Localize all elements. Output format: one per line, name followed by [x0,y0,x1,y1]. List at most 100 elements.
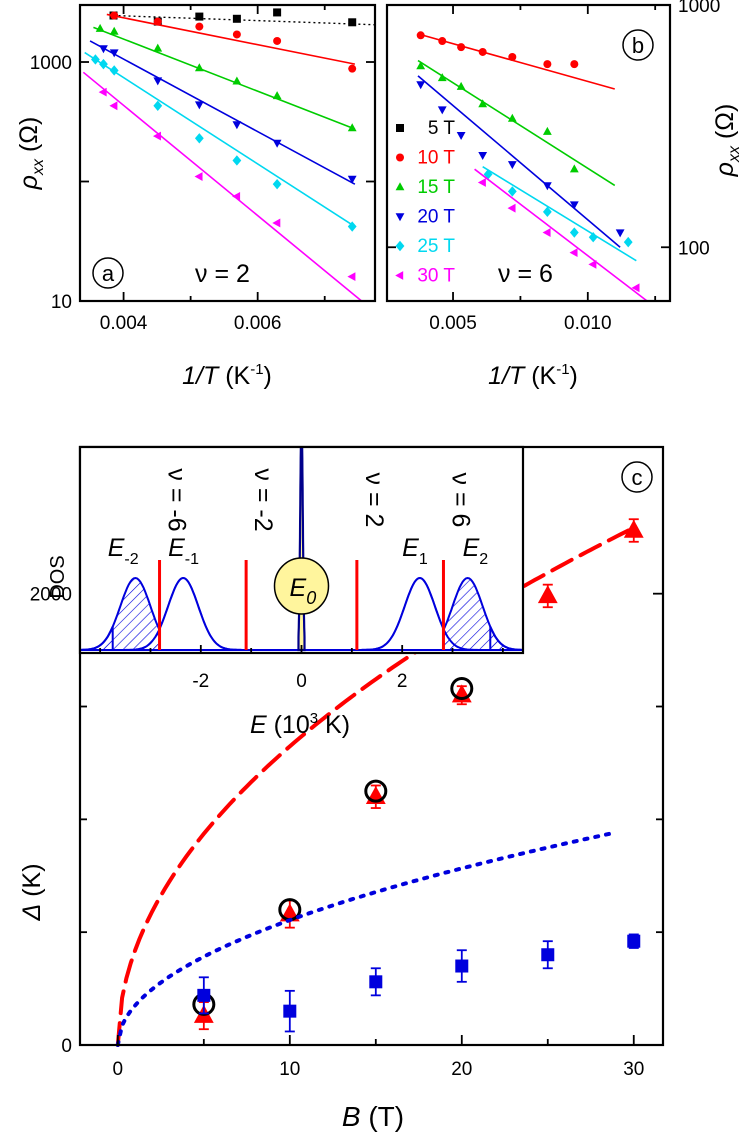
panel-a-ytick-label: 1000 [30,53,72,74]
panel-c-point--2-gap-triangles- [537,585,558,604]
panel-a-point-15t [272,91,282,100]
panel-a-point-5t [232,14,241,23]
panel-a-point-20t [99,45,108,54]
panel-b-point-15t [437,73,447,82]
dos-filling-label: ν = -2 [249,468,277,531]
panel-b-point-25t [623,236,633,248]
panel-a-point-15t [232,76,242,85]
panel-b-point-25t [542,206,552,218]
panel-b-point-25t [588,232,598,243]
panel-a-fit-30t [82,71,363,301]
panel-b-nu-label: ν = 6 [498,260,553,288]
legend-marker [395,182,405,191]
legend-marker [395,213,405,222]
panel-a-ticks: 0.004 0.006 10 1000 [30,5,375,334]
panel-b-point-30t [542,228,551,237]
panel-c-ytick-label: 2000 [30,585,72,606]
panel-a-point-5t [273,8,282,17]
panel-b-point-15t [569,164,579,173]
panel-b-point-10t [508,53,517,62]
panel-c-xtick-label: 10 [279,1059,300,1080]
legend-marker [396,124,404,132]
panel-b-point-30t [507,203,516,213]
panel-b-ticks: 0.005 0.010 100 1000 [387,0,720,334]
panel-c-label-circle [621,461,653,493]
panel-b-clipped [416,31,648,301]
panel-b-point-30t [631,283,640,293]
dos-level-label: E-2 [108,534,139,568]
dos-inset-xtick-label: -2 [192,671,209,692]
panel-c-ylabel: Δ (K) [18,863,46,921]
panel-c-curve-e1-theory [115,525,636,1047]
panel-a-point-20t [347,175,357,184]
panel-a-point-20t [153,77,163,86]
panel-a-xtick-label: 0.006 [234,313,282,334]
panel-c-ytick-label: 0 [61,1036,72,1057]
panel-b-fit-10t [417,33,615,90]
panel-a-point-25t [272,178,282,190]
legend-label: 10 T [417,148,455,169]
panel-b-point-15t [478,99,488,108]
legend-marker [395,271,404,280]
panel-a-point-5t [195,12,204,21]
dos-inset-ylabel: DOS [47,555,69,598]
panel-b-point-30t [569,248,578,258]
panel-a-plot [82,8,375,301]
panel-c-xtick-label: 20 [451,1059,472,1080]
legend-label: 15 T [417,177,455,198]
panel-a-point-30t [109,101,118,111]
panel-c-point--2-gap-open-circles- [450,676,474,700]
panel-c-xlabel: B (T) [342,1101,404,1132]
panel-a-label-circle [92,257,124,289]
panel-c-plot [115,518,644,1047]
panel-b: 0.005 0.010 100 1000 b ν = 6 ρxx (Ω) 1/T (K… [385,0,743,390]
panel-c-point--2-gap-triangles- [623,519,644,538]
panel-c-point--6-gap [455,959,469,973]
dos-filling-label: ν = 6 [446,473,474,528]
panel-a-point-20t [232,121,242,130]
panel-a-point-30t [194,172,203,181]
panel-b-fit-25t [482,166,637,262]
panel-a-fit-10t [106,13,356,65]
panel-a-point-10t [195,22,204,31]
panel-c-point--6-gap [369,975,383,989]
panel-a-point-15t [95,23,105,32]
dos-inset-xtick-label: 0 [296,671,307,692]
dos-inset-ticks: -2 0 2 [99,645,504,692]
panel-b-ytick-label: 100 [678,238,710,259]
panel-b-point-20t [437,106,447,115]
panel-b-point-20t [456,132,466,141]
legend-marker [396,153,404,162]
dos-inset-xlabel: E (103 K) [250,710,350,739]
panel-b-xtick-label: 0.005 [429,313,477,334]
dos-level-label: E2 [463,534,489,568]
panel-a-point-25t [232,155,242,166]
panel-a-point-10t [110,11,119,20]
panel-a-point-15t [109,26,119,35]
panel-a-point-25t [99,58,108,70]
panel-b-point-20t [416,81,426,90]
panel-c-point--6-gap [197,988,211,1002]
panel-b-point-10t [478,47,487,56]
dos-inset-xtick-label: 2 [397,671,408,692]
panel-a-point-30t [347,272,356,282]
legend: 5 T 10 T 15 T 20 T 25 T 30 T [395,118,455,287]
panel-c-curve-e2-e1-theory [115,830,619,1047]
dos-zero-level-badge [273,557,330,615]
panel-b-plot [416,31,648,301]
panel-b-fit-20t [417,75,621,248]
panel-a-point-30t [272,218,281,228]
panel-a-fit-25t [84,51,356,228]
panel-b-point-15t [542,126,552,135]
legend-label: 20 T [417,207,455,228]
panel-b-label: b [632,33,644,58]
panel-b-point-20t [615,229,625,238]
panel-a-point-10t [273,36,282,45]
panel-b-point-10t [416,31,425,40]
panel-b-xlabel: 1/T (K-1) [488,361,578,390]
panel-b-point-15t [456,81,466,90]
